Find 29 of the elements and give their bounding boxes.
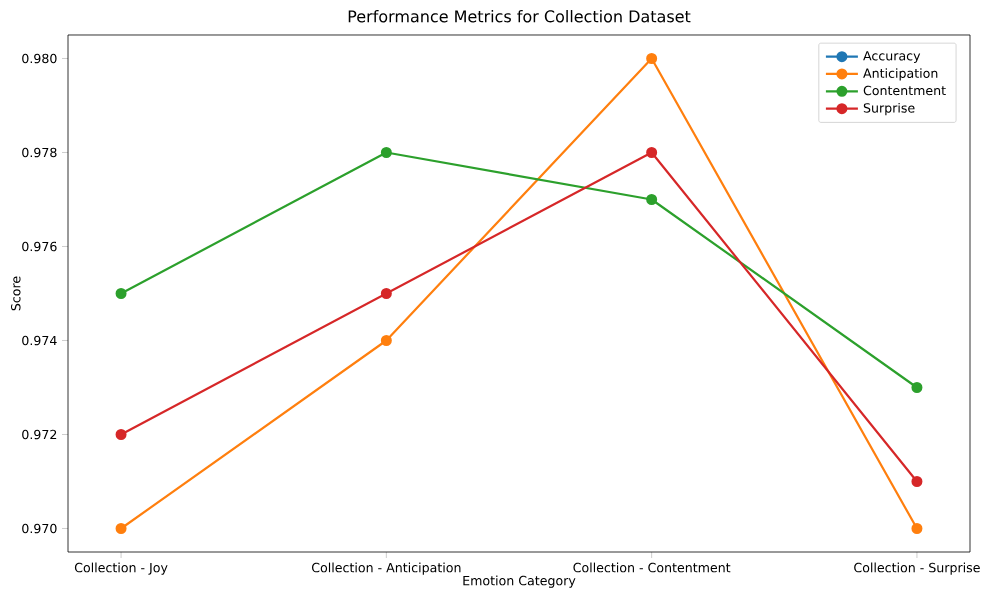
y-tick-label: 0.978 [22, 147, 57, 158]
y-axis-title: Score [11, 276, 21, 311]
x-tick-label: Collection - Anticipation [311, 562, 461, 575]
y-tick-label: 0.970 [22, 523, 57, 534]
point [115, 429, 127, 440]
point [380, 288, 392, 299]
point [911, 382, 923, 393]
point [646, 147, 658, 158]
x-tick-label: Collection - Surprise [854, 562, 980, 575]
point [115, 523, 127, 534]
chart-title: Performance Metrics for Collection Dataset [348, 10, 691, 23]
y-tick-label: 0.972 [22, 429, 57, 440]
x-tick-label: Collection - Joy [74, 562, 168, 575]
legend-label: Accuracy [863, 51, 921, 63]
y-tick-label: 0.974 [22, 335, 57, 346]
y-tick-label: 0.980 [22, 53, 57, 64]
x-tick-label: Collection - Contentment [573, 562, 731, 573]
point [911, 523, 923, 534]
legend-label: Contentment [863, 85, 946, 96]
x-axis-title: Emotion Category [463, 575, 576, 588]
point [380, 335, 392, 346]
y-tick-label: 0.976 [22, 241, 57, 252]
legend-label: Anticipation [863, 68, 938, 81]
point [911, 476, 923, 487]
legend-label: Surprise [863, 102, 915, 116]
point [646, 53, 658, 64]
point [646, 194, 658, 205]
point [380, 147, 392, 158]
point [115, 288, 127, 299]
